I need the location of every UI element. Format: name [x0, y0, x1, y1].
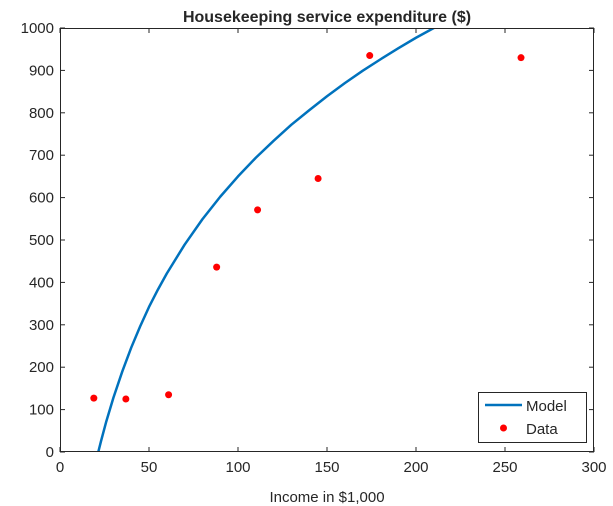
x-tick-label: 200	[403, 459, 428, 476]
legend-data-label: Data	[526, 421, 558, 438]
y-tick-label: 0	[46, 444, 54, 461]
y-axis: 0 100 200 300 400 500 600 700 800 900 1000	[21, 20, 594, 461]
x-axis: 0 50 100 150 200 250 300	[56, 28, 607, 476]
data-point	[90, 394, 98, 402]
y-tick-label: 400	[29, 274, 54, 291]
x-tick-label: 250	[492, 459, 517, 476]
plot-area	[60, 28, 594, 452]
y-tick-label: 600	[29, 190, 54, 207]
data-point	[254, 206, 262, 214]
y-tick-label: 800	[29, 105, 54, 122]
model-curve	[97, 28, 437, 452]
data-point	[517, 54, 525, 62]
x-tick-label: 0	[56, 459, 64, 476]
x-tick-label: 100	[225, 459, 250, 476]
data-point	[366, 52, 374, 60]
x-tick-label: 150	[314, 459, 339, 476]
plot-content	[90, 28, 525, 452]
x-tick-label: 300	[581, 459, 606, 476]
y-tick-label: 300	[29, 317, 54, 334]
y-tick-label: 100	[29, 402, 54, 419]
chart-title: Housekeeping service expenditure ($)	[183, 9, 471, 26]
data-point	[213, 263, 221, 271]
legend-box	[478, 392, 587, 443]
data-point	[122, 395, 130, 403]
y-tick-label: 1000	[21, 20, 54, 37]
y-tick-label: 700	[29, 147, 54, 164]
data-point	[314, 175, 322, 183]
legend: Model Data	[478, 392, 587, 443]
y-tick-label: 200	[29, 359, 54, 376]
x-axis-label: Income in $1,000	[269, 489, 384, 506]
y-tick-label: 900	[29, 62, 54, 79]
legend-model-label: Model	[526, 398, 567, 415]
x-tick-label: 50	[141, 459, 158, 476]
data-point	[165, 391, 173, 399]
legend-data-marker	[500, 424, 507, 432]
y-tick-label: 500	[29, 232, 54, 249]
